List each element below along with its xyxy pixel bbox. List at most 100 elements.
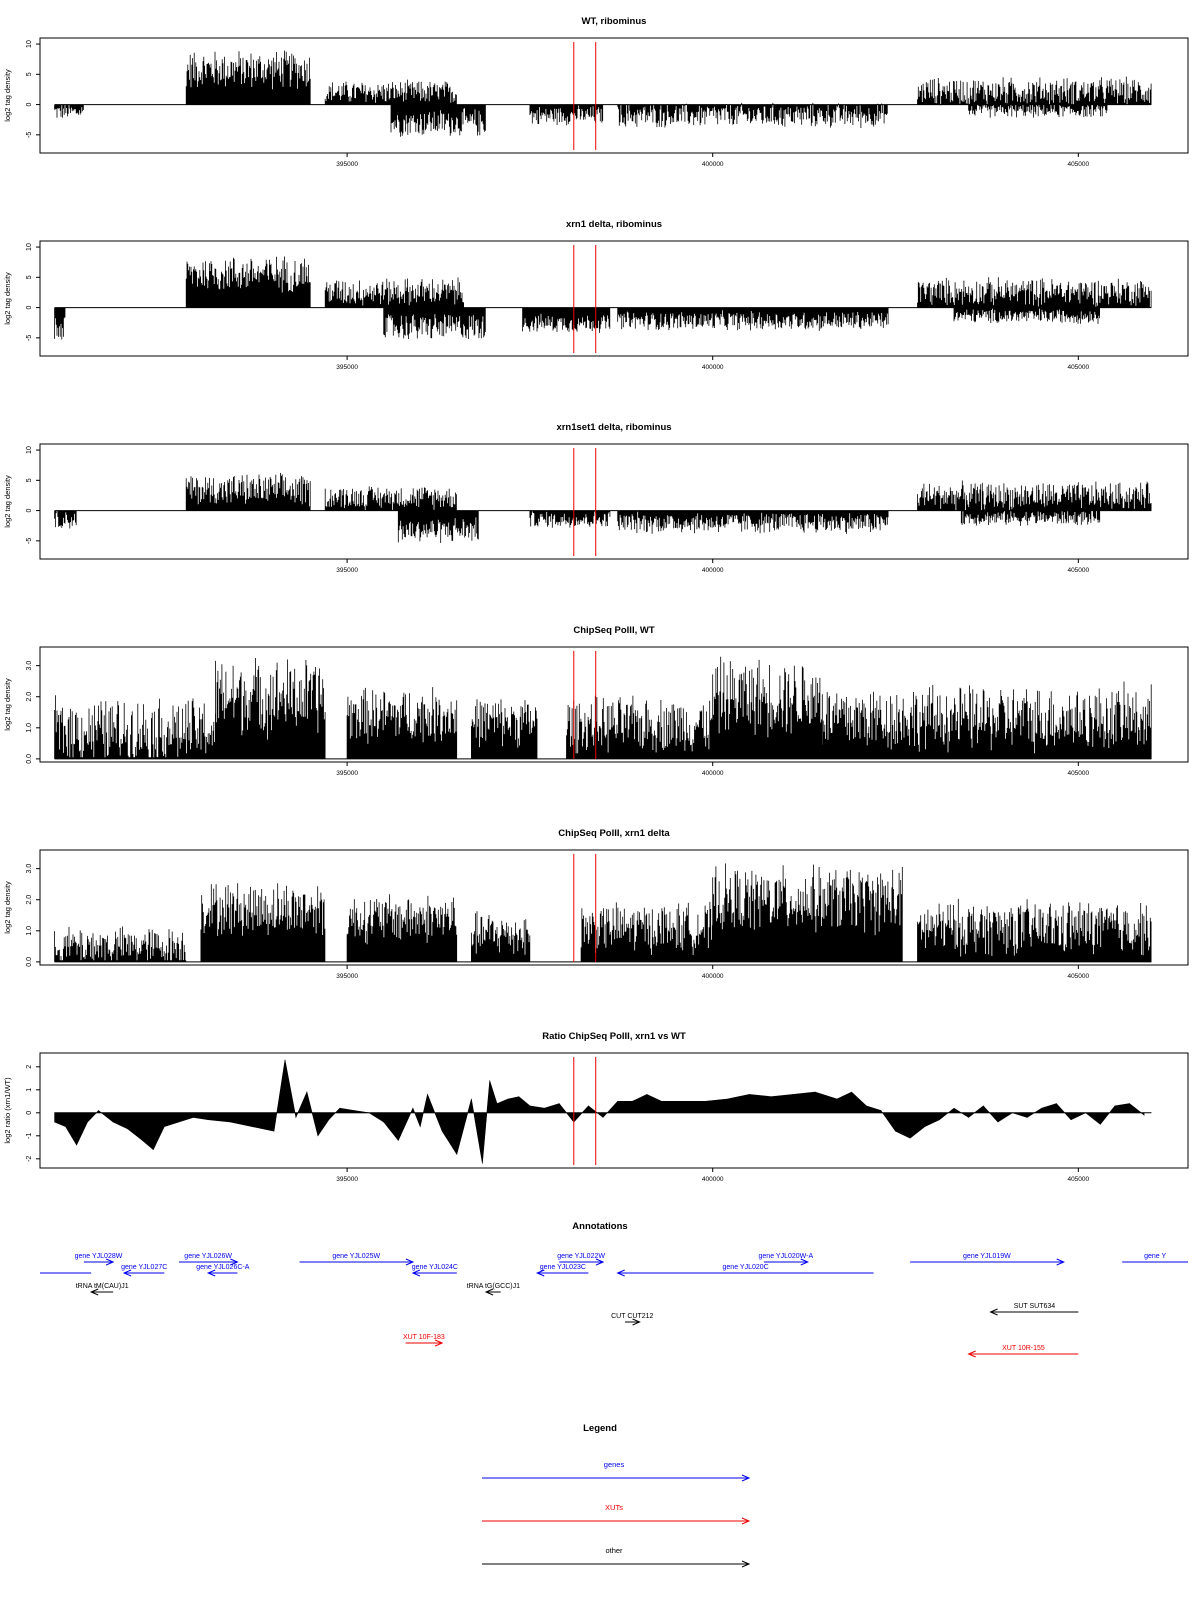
y-tick-label: 0: [26, 1111, 33, 1115]
bar-segment-0: [54, 695, 216, 759]
y-tick-label: 10: [26, 446, 33, 454]
annotation-label: SUT SUT634: [1014, 1303, 1056, 1310]
legend-arrow-head: [741, 1474, 751, 1482]
arrow-head-right: [1056, 1258, 1065, 1266]
annotation-gene-yjl026w: gene YJL026W: [178, 1253, 239, 1266]
ratio-point: [419, 1126, 421, 1127]
ratio-point: [317, 1135, 319, 1137]
arrow-head-right: [434, 1339, 444, 1347]
legend-item-xuts: XUTs: [482, 1503, 751, 1525]
x-tick-label: 400000: [702, 567, 724, 574]
annotation-gene-yjl018w: gene Y: [1122, 1253, 1188, 1263]
bar-segment-1: [200, 883, 326, 962]
annotation-label: tRNA tM(CAU)J1: [76, 1283, 129, 1290]
bar-segment-6: [917, 76, 1152, 106]
bar-segment-2: [324, 486, 457, 511]
arrow-head-right: [405, 1258, 415, 1266]
bar-segment-3: [383, 307, 486, 339]
annotation-label: gene YJL023C: [540, 1264, 586, 1271]
panel-title: ChipSeq PolII, xrn1 delta: [558, 828, 670, 839]
ratio-point: [851, 1091, 852, 1093]
ratio-point: [939, 1119, 940, 1120]
bar-segment-2: [324, 79, 457, 105]
bar-segment-1: [185, 50, 311, 105]
y-axis-label: log2 tag density: [3, 678, 12, 731]
legend-label: other: [605, 1546, 623, 1555]
x-tick-label: 395000: [336, 973, 358, 980]
data-series: [54, 863, 1152, 963]
panel-title: xrn1 delta, ribominus: [566, 219, 662, 230]
ratio-point: [354, 1110, 355, 1111]
annotation-trna-tg-gcc-j1: tRNA tG(GCC)J1: [467, 1283, 520, 1296]
bar-segment-4: [566, 695, 713, 759]
ratio-point: [507, 1098, 509, 1100]
x-tick-label: 405000: [1067, 364, 1089, 371]
x-tick-label: 400000: [702, 973, 724, 980]
bar-segment-3: [471, 911, 531, 962]
ratio-point: [164, 1126, 165, 1127]
data-series: [54, 472, 1152, 543]
annotation-sut-sut634: SUT SUT634: [989, 1303, 1079, 1316]
plot-frame: [39, 646, 1189, 763]
ratio-point: [792, 1094, 794, 1095]
ratio-point: [518, 1096, 520, 1097]
arrow-head-left: [535, 1269, 545, 1277]
ratio-point: [112, 1121, 114, 1123]
plot-frame: [39, 443, 1189, 560]
x-tick-label: 400000: [702, 161, 724, 168]
bar-segment-7: [968, 103, 1108, 118]
legend-label: genes: [604, 1460, 625, 1469]
x-tick-label: 405000: [1067, 567, 1089, 574]
ratio-point: [471, 1098, 472, 1100]
y-tick-label: 2: [26, 1065, 33, 1069]
ratio-point: [836, 1098, 838, 1100]
ratio-point: [284, 1059, 286, 1061]
plot-frame: [39, 1052, 1189, 1169]
annotation-tracks: gene YJL028W gene YJL027C gene YJL026W gene…: [40, 1253, 1188, 1358]
x-tick-label: 400000: [702, 364, 724, 371]
legend-arrow-head: [741, 1560, 751, 1568]
annotation-label: gene YJL026W: [184, 1253, 232, 1260]
y-tick-label: 0: [26, 509, 33, 513]
ratio-point: [482, 1163, 483, 1164]
y-tick-label: 10: [26, 40, 33, 48]
legend-item-genes: genes: [482, 1460, 751, 1482]
legend-entries: genes XUTs other: [482, 1460, 751, 1568]
ratio-point: [306, 1091, 308, 1093]
ratio-point: [924, 1126, 926, 1127]
bar-segment-2: [324, 277, 464, 308]
bar-segment-3: [390, 104, 486, 137]
annotation-label: gene YJL024C: [412, 1264, 458, 1271]
annotation-label: gene YJL019W: [963, 1253, 1011, 1260]
bar-segment-5: [712, 656, 823, 759]
y-axis-label: log2 tag density: [3, 881, 12, 934]
bar-segment-0: [54, 307, 66, 340]
bar-segment-2: [346, 894, 458, 962]
panel-chipseq-polii-xrn1-delta: ChipSeq PolII, xrn1 delta log2 tag densit…: [3, 828, 1189, 980]
arrow-head-right: [800, 1258, 810, 1266]
y-axis-label: log2 tag density: [3, 475, 12, 528]
ratio-point: [398, 1140, 399, 1141]
ratio-point: [427, 1094, 428, 1095]
bar-segment-5: [617, 102, 889, 128]
y-axis-label: log2 tag density: [3, 69, 12, 122]
x-tick-label: 395000: [336, 770, 358, 777]
x-tick-label: 400000: [702, 1176, 724, 1183]
annotation-trna-tm-cau-j1: tRNA tM(CAU)J1: [76, 1283, 129, 1296]
ratio-point: [909, 1137, 911, 1139]
bar-segment-4: [529, 510, 611, 528]
legend-item-other: other: [482, 1546, 751, 1568]
y-tick-label: 0.0: [26, 957, 33, 967]
ratio-point: [328, 1119, 330, 1120]
ratio-point: [295, 1117, 297, 1118]
ratio-point: [814, 1091, 816, 1093]
bar-segment-1: [185, 472, 311, 511]
arrow-head-left: [616, 1269, 625, 1277]
ratio-point: [178, 1121, 180, 1123]
ratio-point: [770, 1096, 772, 1097]
arrow-head-left: [122, 1269, 132, 1277]
annotation-label: CUT CUT212: [611, 1313, 653, 1320]
bar-segment-6: [917, 480, 1152, 511]
bar-segment-2: [346, 687, 458, 759]
annotation-gene-yjl027c: gene YJL027C: [121, 1264, 167, 1277]
